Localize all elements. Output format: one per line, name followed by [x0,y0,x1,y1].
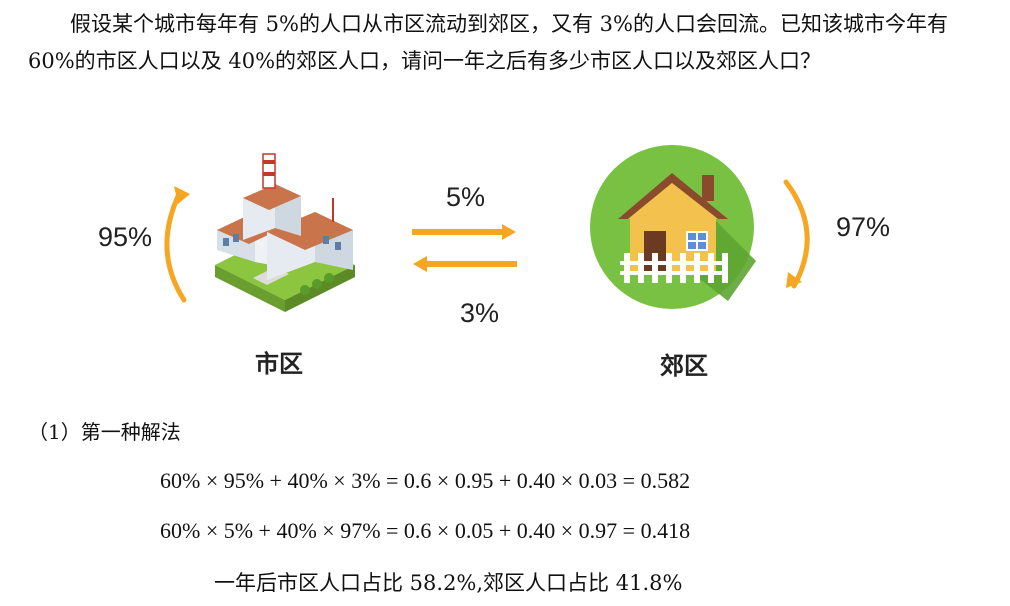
equation-suburb: 60% × 5% + 40% × 97% = 0.6 × 0.05 + 0.40… [160,518,691,543]
method-title: （1）第一种解法 [28,420,181,444]
suburb-stay-arrow [783,179,810,289]
to-suburb-percent: 5% [446,182,486,212]
equation-city: 60% × 95% + 40% × 3% = 0.6 × 0.95 + 0.40… [160,468,691,493]
left-arrow-icon [413,256,517,272]
city-stay-arrow [164,186,190,303]
city-stay-percent: 95% [98,222,153,252]
suburb-house-icon [590,145,756,309]
to-city-percent: 3% [460,298,500,328]
suburb-stay-percent: 97% [836,212,891,242]
city-label: 市区 [255,350,303,378]
city-building-icon [215,153,355,312]
right-arrow-icon [412,224,516,240]
population-flow-diagram: 95% 市区 5% [0,140,1010,400]
problem-statement: 假设某个城市每年有 5%的人口从市区流动到郊区，又有 3%的人口会回流。已知该城… [28,12,948,73]
suburb-label: 郊区 [660,352,708,380]
conclusion: 一年后市区人口占比 58.2%,郊区人口占比 41.8% [214,571,683,595]
